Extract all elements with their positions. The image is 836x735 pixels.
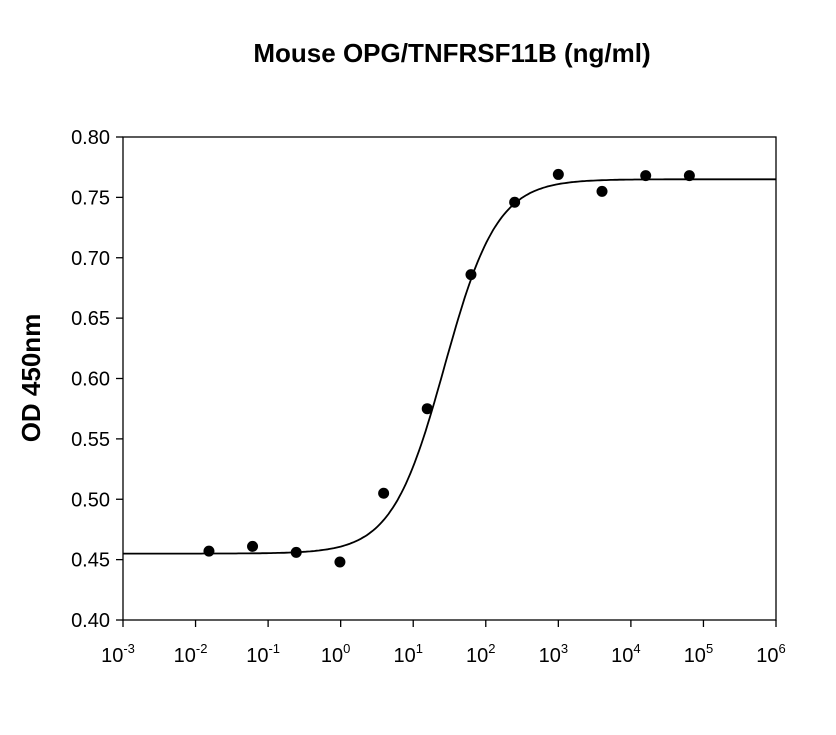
data-point <box>203 545 215 557</box>
y-tick-label: 0.65 <box>71 308 110 330</box>
x-tick-label: 105 <box>684 641 713 667</box>
y-tick-label: 0.75 <box>71 187 110 209</box>
y-tick-label: 0.40 <box>71 610 110 632</box>
data-point <box>247 540 259 552</box>
plot-frame <box>122 136 777 621</box>
data-point <box>290 546 302 558</box>
y-tick-label: 0.45 <box>71 550 110 572</box>
data-point <box>421 403 433 415</box>
y-tick-label: 0.60 <box>71 369 110 391</box>
fit-curve <box>123 178 776 555</box>
x-tick-label: 101 <box>393 641 422 667</box>
data-point <box>596 185 608 197</box>
data-point <box>640 170 652 182</box>
y-axis-label: OD 450nm <box>16 314 46 443</box>
x-tick-label: 100 <box>321 641 350 667</box>
x-tick-label: 103 <box>539 641 568 667</box>
y-tick-label: 0.70 <box>71 248 110 270</box>
data-point <box>509 196 521 208</box>
x-tick-label: 102 <box>466 641 495 667</box>
chart-title: Mouse OPG/TNFRSF11B (ng/ml) <box>253 38 650 68</box>
data-point <box>465 269 477 281</box>
data-point <box>552 168 564 180</box>
data-point <box>334 556 346 568</box>
data-point <box>378 487 390 499</box>
y-tick-label: 0.80 <box>71 127 110 149</box>
data-point <box>683 170 695 182</box>
y-tick-label: 0.50 <box>71 489 110 511</box>
x-tick-label: 106 <box>756 641 785 667</box>
x-tick-label: 104 <box>611 641 640 667</box>
x-tick-label: 10-3 <box>101 641 135 667</box>
x-tick-label: 10-1 <box>246 641 280 667</box>
y-tick-label: 0.55 <box>71 429 110 451</box>
x-tick-label: 10-2 <box>174 641 208 667</box>
